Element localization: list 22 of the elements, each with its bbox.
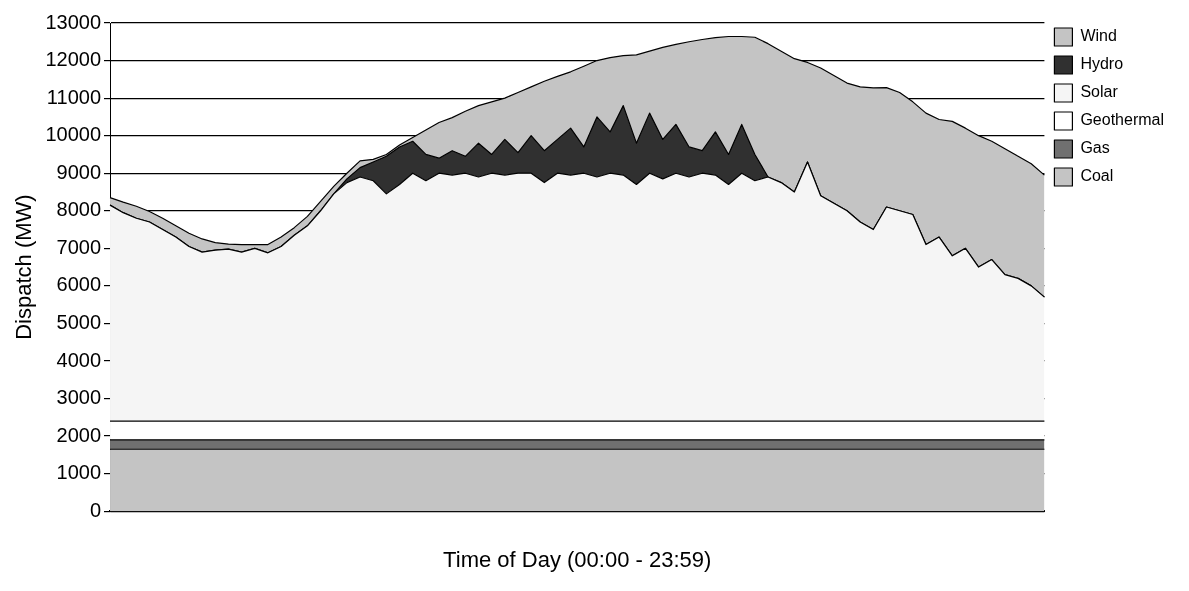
y-tick-label: 10000 xyxy=(45,123,102,146)
y-tick-label: 8000 xyxy=(56,198,102,221)
legend-label: Geothermal xyxy=(1080,111,1164,129)
legend-label: Coal xyxy=(1080,167,1114,185)
legend-label: Wind xyxy=(1080,27,1117,45)
y-tick-label: 5000 xyxy=(56,310,102,333)
y-tick-label: 7000 xyxy=(56,235,102,258)
y-tick-label: 11000 xyxy=(46,85,102,108)
y-tick-label: 6000 xyxy=(56,273,102,296)
y-tick-label: 9000 xyxy=(56,160,102,183)
y-tick-label: 0 xyxy=(89,498,102,521)
y-tick-label: 12000 xyxy=(45,48,102,71)
y-axis-title: Dispatch (MW) xyxy=(11,194,37,340)
y-tick-label: 1000 xyxy=(56,461,102,484)
legend-label: Hydro xyxy=(1080,55,1124,73)
legend-label: Solar xyxy=(1080,83,1119,101)
y-tick-label: 13000 xyxy=(45,10,102,33)
y-tick-label: 3000 xyxy=(56,386,102,409)
y-tick-label: 2000 xyxy=(56,423,102,446)
y-tick-label: 4000 xyxy=(56,348,102,371)
x-axis-title: Time of Day (00:00 - 23:59) xyxy=(443,546,712,572)
legend-label: Gas xyxy=(1080,139,1110,157)
